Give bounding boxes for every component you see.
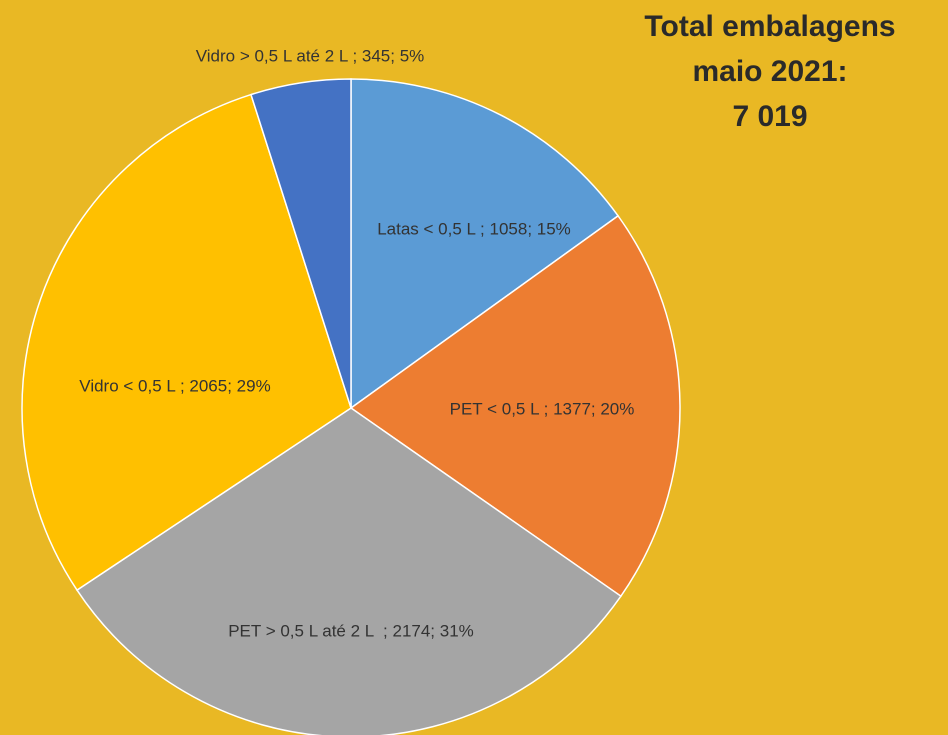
pie-slice	[21, 93, 352, 592]
data-label: Vidro > 0,5 L até 2 L ; 345; 5%	[195, 46, 425, 66]
data-label: PET > 0,5 L até 2 L ; 2174; 31%	[228, 621, 474, 641]
pie-slice	[350, 78, 620, 410]
chart-title: maio 2021:	[692, 55, 848, 88]
data-label: PET < 0,5 L ; 1377; 20%	[449, 399, 635, 419]
data-label: Latas < 0,5 L ; 1058; 15%	[377, 219, 571, 239]
pie-slice	[75, 407, 622, 735]
chart-title: 7 019	[732, 100, 808, 133]
data-label: Vidro < 0,5 L ; 2065; 29%	[79, 376, 271, 396]
pie-slice	[349, 214, 681, 598]
pie-slice	[250, 78, 352, 409]
chart-title: Total embalagens	[644, 10, 896, 43]
